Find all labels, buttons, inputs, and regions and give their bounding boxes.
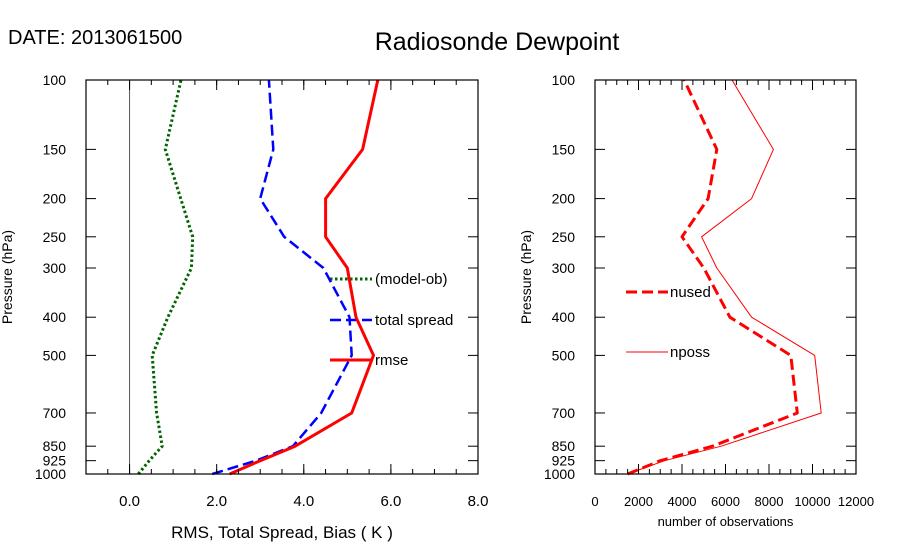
y-tick-label: 100 [552, 72, 576, 88]
y-tick-label: 1000 [544, 466, 575, 482]
x-tick-label: 12000 [838, 494, 874, 509]
series-line-rmse [229, 79, 380, 476]
y-axis-label: Pressure (hPa) [518, 230, 534, 324]
x-tick-label: 8000 [755, 494, 784, 509]
y-tick-label: 250 [552, 229, 576, 245]
y-tick-label: 500 [43, 347, 67, 363]
y-tick-label: 700 [552, 405, 576, 421]
y-tick-label: 200 [43, 191, 67, 207]
x-tick-label: 2.0 [206, 493, 227, 510]
x-axis-label: number of observations [658, 514, 794, 529]
rms-spread-panel: (model-ob) total spread rmse 100 150 200 250 30… [0, 72, 488, 542]
x-tick-label: 10000 [794, 494, 830, 509]
series-line-totalspread [211, 79, 353, 476]
y-tick-label: 400 [43, 309, 67, 325]
series-line-modelob [137, 79, 195, 475]
figure-title: Radiosonde Dewpoint [375, 28, 620, 56]
x-tick-label: 4.0 [293, 493, 314, 510]
y-tick-label: 700 [43, 405, 67, 421]
legend-label: nposs [670, 344, 710, 361]
y-tick-label: 300 [552, 260, 576, 276]
y-tick-label: 100 [43, 72, 67, 88]
y-tick-label: 300 [43, 260, 67, 276]
y-tick-label: 925 [552, 453, 576, 469]
y-tick-label: 850 [552, 438, 576, 454]
x-tick-label: 6.0 [380, 493, 401, 510]
x-tick-label: 4000 [668, 494, 697, 509]
observation-count-panel: nused nposs 100 150 200 250 300 400 500 700 850925… [518, 72, 874, 529]
x-tick-label: 8.0 [468, 493, 489, 510]
date-label: DATE: 2013061500 [8, 27, 182, 49]
y-tick-label: 925 [43, 453, 67, 469]
y-tick-label: 250 [43, 229, 67, 245]
y-tick-label: 400 [552, 309, 576, 325]
legend-label: (model-ob) [375, 271, 448, 288]
x-tick-label: 2000 [624, 494, 653, 509]
y-tick-label: 150 [552, 141, 576, 157]
y-tick-label: 200 [552, 191, 576, 207]
y-tick-label: 1000 [35, 466, 66, 482]
y-tick-label: 500 [552, 347, 576, 363]
x-tick-label: 0.0 [119, 493, 140, 510]
x-axis-label: RMS, Total Spread, Bias ( K ) [171, 523, 393, 542]
y-tick-label: 150 [43, 141, 67, 157]
series-line-nposs [627, 79, 822, 475]
y-tick-label: 850 [43, 438, 67, 454]
legend-label: rmse [375, 352, 408, 369]
x-tick-label: 0 [591, 494, 598, 509]
series-line-nused [627, 79, 799, 476]
x-tick-label: 6000 [711, 494, 740, 509]
legend-label: total spread [375, 312, 453, 329]
legend-label: nused [670, 284, 711, 301]
y-axis-label: Pressure (hPa) [0, 230, 15, 324]
